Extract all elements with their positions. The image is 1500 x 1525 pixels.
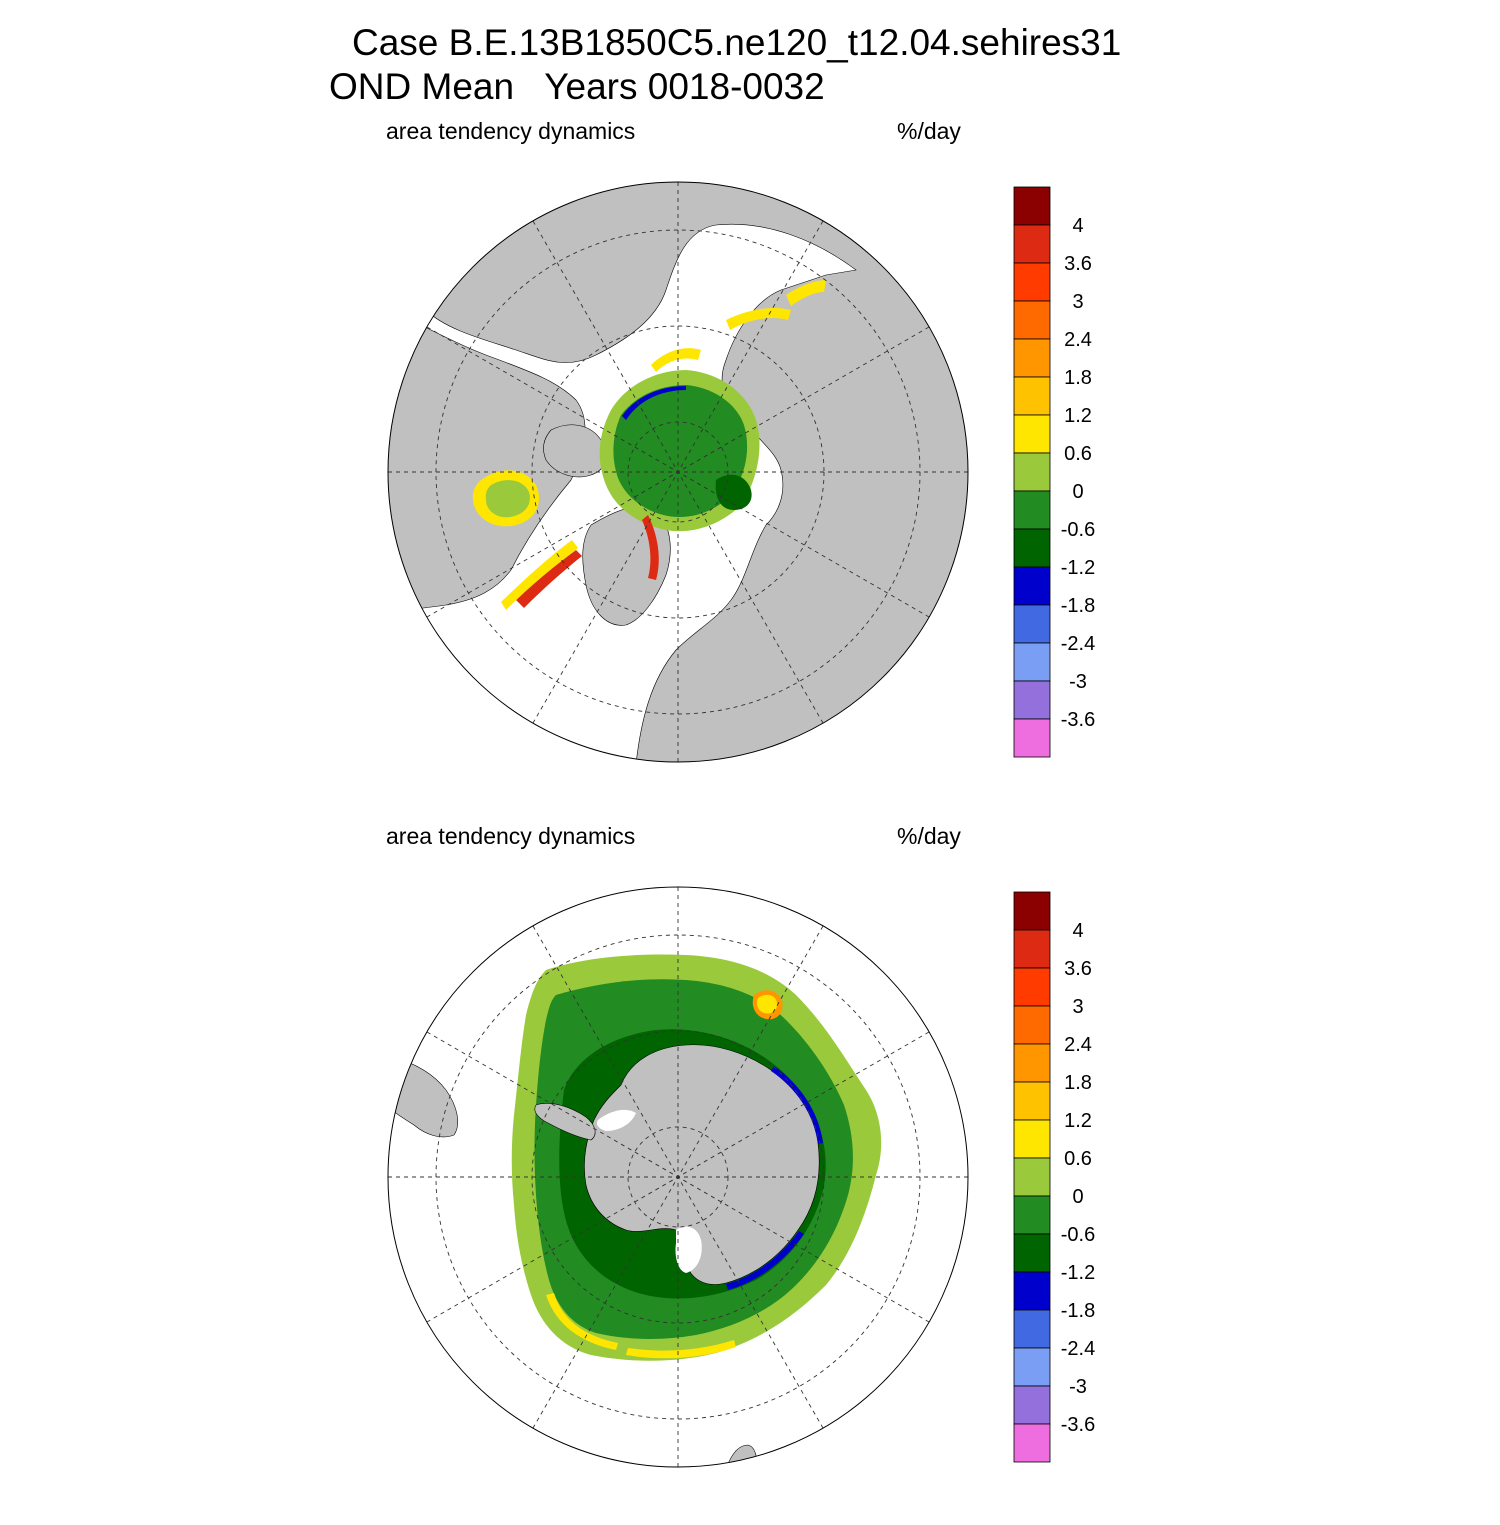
colorbar-tick-label: 2.4: [1064, 1034, 1092, 1056]
figure-title-line1: Case B.E.13B1850C5.ne120_t12.04.sehires3…: [352, 22, 1122, 63]
north-ice-labrador-yellow: [501, 540, 578, 610]
colorbar-swatch: [1013, 376, 1051, 416]
colorbar-swatch: [1013, 224, 1051, 264]
colorbar-swatch: [1013, 1043, 1051, 1083]
south-ice-yellow-patch: [756, 994, 778, 1014]
south-map-border: [387, 886, 969, 1468]
figure-title-line2: OND Mean Years 0018-0032: [329, 66, 825, 107]
colorbar-swatch: [1013, 967, 1051, 1007]
colorbar-tick-label: -3.6: [1061, 709, 1095, 731]
north-ice-hudson-inner: [485, 480, 530, 518]
colorbar-swatch: [1013, 566, 1051, 606]
north-ice-bering-yellow: [726, 308, 791, 330]
colorbar-tick-label: 2.4: [1064, 329, 1092, 351]
colorbar-tick-label: 3.6: [1064, 253, 1092, 275]
north-ice-labrador-edge: [516, 550, 582, 608]
colorbar-swatch: [1013, 452, 1051, 492]
south-ice-shelf-ross: [675, 1226, 702, 1273]
colorbar-tick-label: 0: [1072, 481, 1083, 503]
south-ice-yellow-weddell-edge: [546, 1293, 618, 1350]
colorbar-tick-label: -1.2: [1061, 557, 1095, 579]
north-ice-blue-edge: [622, 386, 686, 420]
south-ice-yellow-indian-edge: [626, 1340, 736, 1359]
colorbar-swatch: [1013, 1423, 1051, 1463]
colorbar-tick-label: 3: [1072, 291, 1083, 313]
south-land-antarctic-peninsula: [534, 1103, 596, 1141]
colorbar-swatch: [1013, 490, 1051, 530]
colorbar-swatch: [1013, 1157, 1051, 1197]
colorbar-tick-label: 1.2: [1064, 1110, 1092, 1132]
colorbar-tick-label: -1.8: [1061, 595, 1095, 617]
north-ice-barents-dark: [715, 474, 752, 510]
south-polar-map: [387, 886, 969, 1468]
colorbar-tick-label: -2.4: [1061, 1338, 1095, 1360]
colorbar-swatch: [1013, 186, 1051, 226]
north-map-border: [387, 181, 969, 763]
south-ice-coastal-blue-2: [726, 1231, 804, 1290]
colorbar-swatch: [1013, 929, 1051, 969]
north-land-canadian-archipelago: [543, 424, 607, 478]
colorbar-swatch: [1013, 528, 1051, 568]
panel-north-units-label: %/day: [897, 118, 961, 144]
colorbar-tick-label: 4: [1072, 920, 1083, 942]
colorbar-swatch: [1013, 1347, 1051, 1387]
colorbar-swatch: [1013, 414, 1051, 454]
colorbar-tick-label: 1.2: [1064, 405, 1092, 427]
panel-south-variable-label: area tendency dynamics: [386, 823, 636, 849]
colorbar-swatch: [1013, 604, 1051, 644]
south-graticule: [388, 887, 968, 1467]
colorbar-tick-label: 0.6: [1064, 1148, 1092, 1170]
panel-south-units-label: %/day: [897, 823, 961, 849]
colorbar-swatch: [1013, 338, 1051, 378]
colorbar-swatch: [1013, 680, 1051, 720]
south-ice-shelf-weddell: [596, 1109, 636, 1131]
colorbar-swatch: [1013, 718, 1051, 758]
colorbar-tick-label: -0.6: [1061, 519, 1095, 541]
colorbar-tick-label: -1.8: [1061, 1300, 1095, 1322]
colorbar-swatch: [1013, 1309, 1051, 1349]
panel-north: area tendency dynamics %/day: [0, 120, 1500, 820]
north-ice-okhotsk-yellow: [786, 280, 826, 306]
north-ice-greenland-east-red: [642, 515, 659, 580]
colorbar-swatch: [1013, 1233, 1051, 1273]
panel-south: area tendency dynamics %/day: [0, 825, 1500, 1525]
north-colorbar: 4 3.6 3 2.4 1.8 1.2 0.6 0 -0.6 -1.2 -1.8 -2.4 -3 -3.6: [1013, 186, 1095, 758]
colorbar-swatch: [1013, 1081, 1051, 1121]
colorbar-tick-label: 1.8: [1064, 1072, 1092, 1094]
colorbar-tick-label: -3: [1069, 1376, 1087, 1398]
colorbar-tick-label: 1.8: [1064, 367, 1092, 389]
colorbar-swatch: [1013, 891, 1051, 931]
north-ice-chukchi-yellow: [651, 348, 701, 372]
colorbar-tick-label: 3.6: [1064, 958, 1092, 980]
colorbar-tick-label: -3.6: [1061, 1414, 1095, 1436]
colorbar-swatch: [1013, 300, 1051, 340]
colorbar-swatch: [1013, 1271, 1051, 1311]
colorbar-tick-label: 0.6: [1064, 443, 1092, 465]
colorbar-tick-label: -1.2: [1061, 1262, 1095, 1284]
colorbar-swatch: [1013, 262, 1051, 302]
north-polar-map: [387, 181, 969, 763]
north-graticule: [388, 182, 968, 762]
colorbar-tick-label: -3: [1069, 671, 1087, 693]
colorbar-tick-label: -0.6: [1061, 1224, 1095, 1246]
colorbar-swatch: [1013, 1385, 1051, 1425]
colorbar-tick-label: -2.4: [1061, 633, 1095, 655]
colorbar-tick-label: 3: [1072, 996, 1083, 1018]
colorbar-swatch: [1013, 1119, 1051, 1159]
north-land-eurasia: [388, 182, 968, 762]
south-colorbar: 4 3.6 3 2.4 1.8 1.2 0.6 0 -0.6 -1.2 -1.8 -2.4 -3 -3.6: [1013, 891, 1095, 1463]
colorbar-swatch: [1013, 1005, 1051, 1045]
panel-north-variable-label: area tendency dynamics: [386, 118, 636, 144]
colorbar-tick-label: 4: [1072, 215, 1083, 237]
colorbar-tick-label: 0: [1072, 1186, 1083, 1208]
colorbar-swatch: [1013, 642, 1051, 682]
colorbar-swatch: [1013, 1195, 1051, 1235]
